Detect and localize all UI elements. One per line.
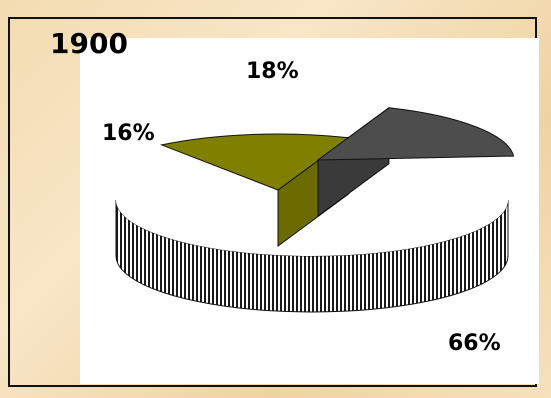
pie-label-16: 16% [102, 121, 155, 146]
pie-slice-18 [316, 106, 515, 217]
chart-title: 1900 [50, 27, 128, 60]
pie-label-66: 66% [448, 331, 501, 356]
pie-slice-top [159, 133, 351, 191]
pie-slice-top [316, 107, 515, 161]
pie-label-18: 18% [246, 59, 299, 84]
